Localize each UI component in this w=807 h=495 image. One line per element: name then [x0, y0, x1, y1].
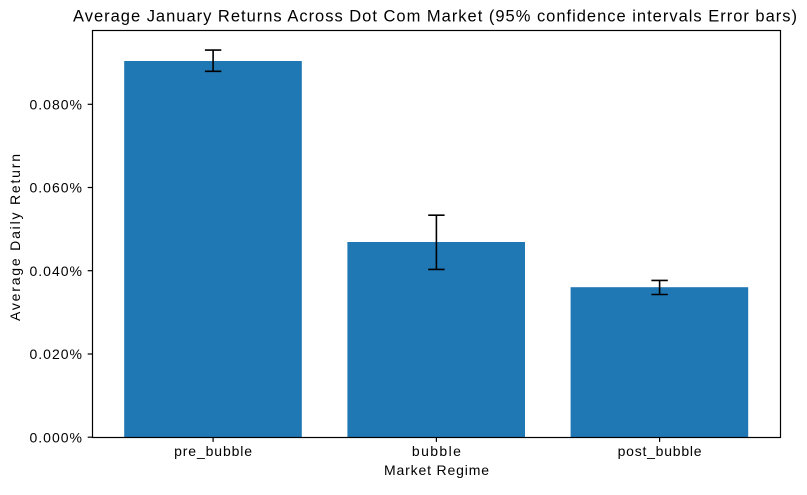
svg-text:0.000%: 0.000% — [30, 429, 83, 445]
svg-text:bubble: bubble — [412, 443, 461, 459]
svg-text:0.020%: 0.020% — [30, 346, 83, 362]
svg-text:0.080%: 0.080% — [30, 96, 83, 112]
svg-text:post_bubble: post_bubble — [618, 443, 702, 459]
svg-text:Average January Returns Across: Average January Returns Across Dot Com M… — [73, 8, 797, 26]
svg-text:Market Regime: Market Regime — [384, 462, 489, 478]
svg-text:pre_bubble: pre_bubble — [174, 443, 252, 459]
svg-text:Average Daily Return: Average Daily Return — [7, 154, 23, 321]
svg-text:0.040%: 0.040% — [30, 263, 83, 279]
svg-text:0.060%: 0.060% — [30, 180, 83, 196]
